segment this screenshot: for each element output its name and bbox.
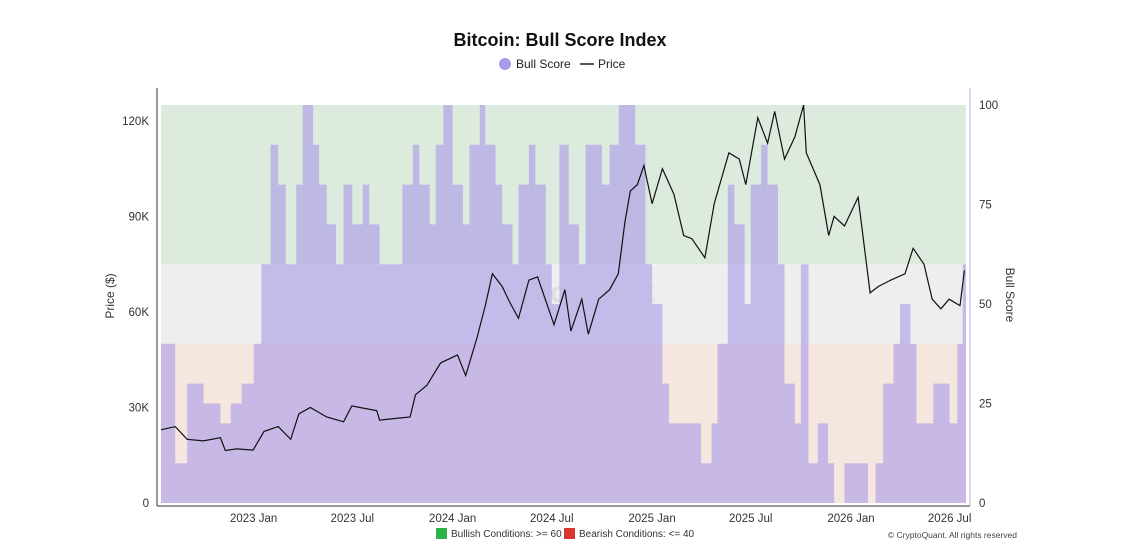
x-tick-label: 2026 Jul [928, 513, 971, 525]
legend-bull-score-label: Bull Score [516, 57, 571, 71]
bullish-condition-label: Bullish Conditions: >= 60 [451, 529, 562, 540]
x-tick-label: 2026 Jan [827, 513, 874, 525]
left-tick-label: 60K [129, 307, 150, 319]
conditions-legend: Bullish Conditions: >= 60 Bearish Condit… [436, 528, 695, 540]
x-tick-label: 2023 Jan [230, 513, 277, 525]
legend-price-label: Price [598, 57, 626, 71]
left-tick-label: 0 [143, 498, 149, 510]
right-tick-label: 50 [979, 299, 992, 311]
watermark: CryptoQuant [471, 276, 654, 309]
bullish-condition-swatch [436, 528, 447, 539]
right-tick-label: 100 [979, 100, 998, 112]
price-line [160, 104, 965, 452]
x-tick-label: 2025 Jan [628, 513, 675, 525]
x-tick-label: 2024 Jul [530, 513, 573, 525]
x-tick-label: 2025 Jul [729, 513, 772, 525]
left-tick-label: 120K [122, 116, 149, 128]
left-axis-ticks: 0 30K 60K 90K 120K [122, 116, 149, 510]
left-tick-label: 30K [129, 402, 150, 414]
x-tick-label: 2024 Jan [429, 513, 476, 525]
x-tick-label: 2023 Jul [331, 513, 374, 525]
right-tick-label: 25 [979, 399, 992, 411]
right-axis-ticks: 0 25 50 75 100 [979, 100, 998, 510]
plot-area: CryptoQuant [160, 104, 966, 503]
copyright-credit: © CryptoQuant. All rights reserved [888, 530, 1017, 540]
bearish-condition-label: Bearish Conditions: <= 40 [579, 529, 695, 540]
left-tick-label: 90K [129, 211, 150, 223]
bearish-condition-swatch [564, 528, 575, 539]
legend: Bull Score Price [499, 57, 626, 71]
right-tick-label: 0 [979, 498, 985, 510]
right-axis-title: Bull Score [1003, 268, 1017, 323]
chart-title: Bitcoin: Bull Score Index [453, 30, 666, 50]
right-tick-label: 75 [979, 200, 992, 212]
left-axis-title: Price ($) [103, 273, 117, 318]
x-axis-ticks: 2023 Jan 2023 Jul 2024 Jan 2024 Jul 2025 Jan… [230, 513, 971, 525]
bull-score-area [161, 105, 966, 503]
legend-bull-score-swatch [499, 58, 511, 70]
